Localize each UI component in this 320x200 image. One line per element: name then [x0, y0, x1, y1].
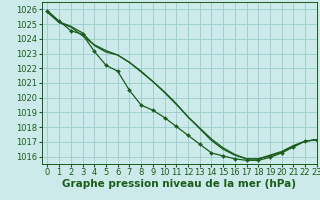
- X-axis label: Graphe pression niveau de la mer (hPa): Graphe pression niveau de la mer (hPa): [62, 179, 296, 189]
